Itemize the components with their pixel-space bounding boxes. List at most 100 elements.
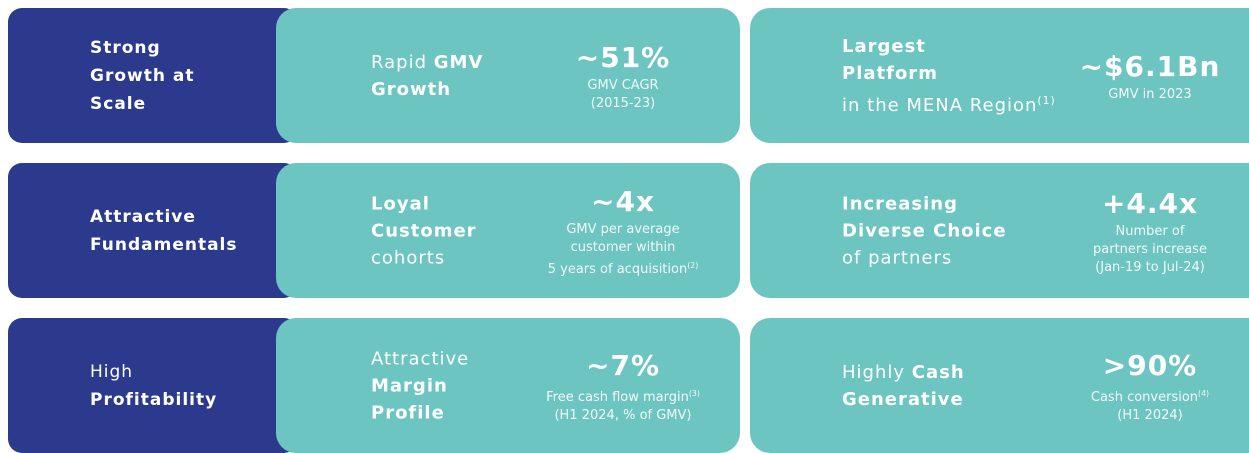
category-text: Strong	[90, 37, 161, 58]
desc-line: 5 years of acquisition(2)	[513, 256, 733, 278]
metric-line: Customer	[371, 217, 477, 244]
metric-line: Platform	[842, 60, 1056, 87]
metric-card: Attractive Margin Profile ~7% Free cash flow…	[276, 318, 740, 453]
metric-card: Increasing Diverse Choice of partners +4.4x…	[750, 163, 1249, 298]
category-line: Attractive	[90, 203, 238, 231]
metric-line: Largest	[842, 33, 1056, 60]
metric-label: Loyal Customer cohorts	[371, 190, 477, 271]
desc-line: Number of	[1040, 223, 1249, 241]
desc-text: (3)	[688, 388, 700, 398]
category-text: High	[90, 361, 134, 382]
stat-description: GMV per average customer within 5 years of…	[513, 220, 733, 278]
metric-line: Rapid GMV	[371, 49, 483, 76]
category-text: Scale	[90, 93, 147, 114]
metric-line: Growth	[371, 76, 483, 103]
row: High Profitability Attractive Margin Profile…	[0, 318, 1249, 453]
desc-line: (H1 2024, % of GMV)	[513, 407, 733, 425]
metric-card: Highly Cash Generative >90% Cash conversion…	[750, 318, 1249, 453]
metric-text: in the MENA Region	[842, 94, 1038, 116]
metric-label: Increasing Diverse Choice of partners	[842, 190, 1007, 271]
desc-line: Cash conversion(4)	[1040, 384, 1249, 406]
desc-line: GMV CAGR	[513, 77, 733, 95]
desc-text: GMV per average	[566, 221, 680, 237]
metric-text: GMV	[433, 51, 484, 73]
desc-line: (Jan-19 to Jul-24)	[1040, 259, 1249, 277]
stat-box: +4.4x Number of partners increase (Jan-19 t…	[1040, 185, 1249, 277]
stat-value: ~51%	[575, 40, 671, 74]
metric-label: Highly Cash Generative	[842, 359, 965, 413]
category-line: Scale	[90, 90, 194, 118]
metric-line: of partners	[842, 244, 1007, 271]
metric-text: (1)	[1037, 93, 1056, 107]
metric-text: cohorts	[371, 247, 446, 268]
metric-card: Loyal Customer cohorts ~4x GMV per average cu…	[276, 163, 740, 298]
metric-text: Margin	[371, 375, 448, 396]
category-text: Growth at	[90, 65, 195, 86]
category-panel: Attractive Fundamentals	[8, 163, 298, 298]
metric-text: Platform	[842, 62, 938, 84]
stat-value: ~4x	[590, 184, 655, 218]
metric-text: Rapid	[371, 51, 434, 73]
metric-text: Increasing	[842, 193, 958, 214]
desc-text: (H1 2024, % of GMV)	[554, 407, 692, 423]
stat-box: ~4x GMV per average customer within 5 years…	[513, 182, 733, 278]
stat-description: GMV in 2023	[1040, 86, 1249, 104]
category-line: Profitability	[90, 386, 217, 414]
metric-text: Profile	[371, 402, 445, 423]
metric-line: Diverse Choice	[842, 217, 1007, 244]
desc-line: (2015-23)	[513, 95, 733, 113]
category-line: Growth at	[90, 62, 194, 90]
stat-description: GMV CAGR (2015-23)	[513, 77, 733, 113]
metric-line: Increasing	[842, 190, 1007, 217]
desc-line: partners increase	[1040, 241, 1249, 259]
category-label: Attractive Fundamentals	[90, 203, 238, 259]
desc-text: Cash conversion	[1090, 389, 1199, 405]
stat-description: Free cash flow margin(3) (H1 2024, % of G…	[513, 384, 733, 424]
desc-line: GMV per average	[513, 220, 733, 238]
category-line: Fundamentals	[90, 231, 238, 259]
desc-text: 5 years of acquisition	[547, 261, 688, 277]
stat-box: ~51% GMV CAGR (2015-23)	[513, 39, 733, 113]
desc-line: GMV in 2023	[1040, 86, 1249, 104]
desc-line: customer within	[513, 238, 733, 256]
metric-text: Cash	[911, 361, 965, 383]
stat-value: +4.4x	[1101, 186, 1199, 220]
stat-box: >90% Cash conversion(4) (H1 2024)	[1040, 346, 1249, 424]
metric-text: Attractive	[371, 348, 470, 369]
category-panel: Strong Growth at Scale	[8, 8, 298, 143]
stat-description: Number of partners increase (Jan-19 to Jul…	[1040, 223, 1249, 277]
metric-line: Generative	[842, 386, 965, 413]
metric-text: Customer	[371, 220, 477, 241]
metric-line: cohorts	[371, 244, 477, 271]
metric-text: Loyal	[371, 193, 430, 214]
metric-text: Growth	[371, 78, 452, 100]
metric-text: of partners	[842, 247, 953, 268]
stat-box: ~$6.1Bn GMV in 2023	[1040, 48, 1249, 104]
metric-label: Attractive Margin Profile	[371, 345, 469, 426]
category-label: High Profitability	[90, 358, 217, 414]
desc-text: partners increase	[1093, 241, 1207, 257]
metric-text: Largest	[842, 35, 926, 57]
desc-line: Free cash flow margin(3)	[513, 384, 733, 406]
desc-text: (2015-23)	[590, 95, 656, 111]
metric-line: Attractive	[371, 345, 469, 372]
stat-description: Cash conversion(4) (H1 2024)	[1040, 384, 1249, 424]
category-label: Strong Growth at Scale	[90, 34, 194, 118]
desc-text: Free cash flow margin	[546, 389, 689, 405]
metric-line: Highly Cash	[842, 359, 965, 386]
metric-line: in the MENA Region(1)	[842, 87, 1056, 119]
desc-text: Number of	[1115, 223, 1185, 239]
desc-text: GMV CAGR	[587, 77, 659, 93]
category-line: High	[90, 358, 217, 386]
category-line: Strong	[90, 34, 194, 62]
desc-text: GMV in 2023	[1108, 86, 1192, 102]
metric-label: Largest Platform in the MENA Region(1)	[842, 33, 1056, 119]
metric-label: Rapid GMV Growth	[371, 49, 483, 103]
desc-line: (H1 2024)	[1040, 407, 1249, 425]
desc-text: (2)	[687, 260, 699, 270]
metric-card: Rapid GMV Growth ~51% GMV CAGR (2015-23)	[276, 8, 740, 143]
stat-value: ~7%	[586, 348, 660, 382]
desc-text: customer within	[570, 239, 676, 255]
metric-text: Diverse Choice	[842, 220, 1007, 241]
